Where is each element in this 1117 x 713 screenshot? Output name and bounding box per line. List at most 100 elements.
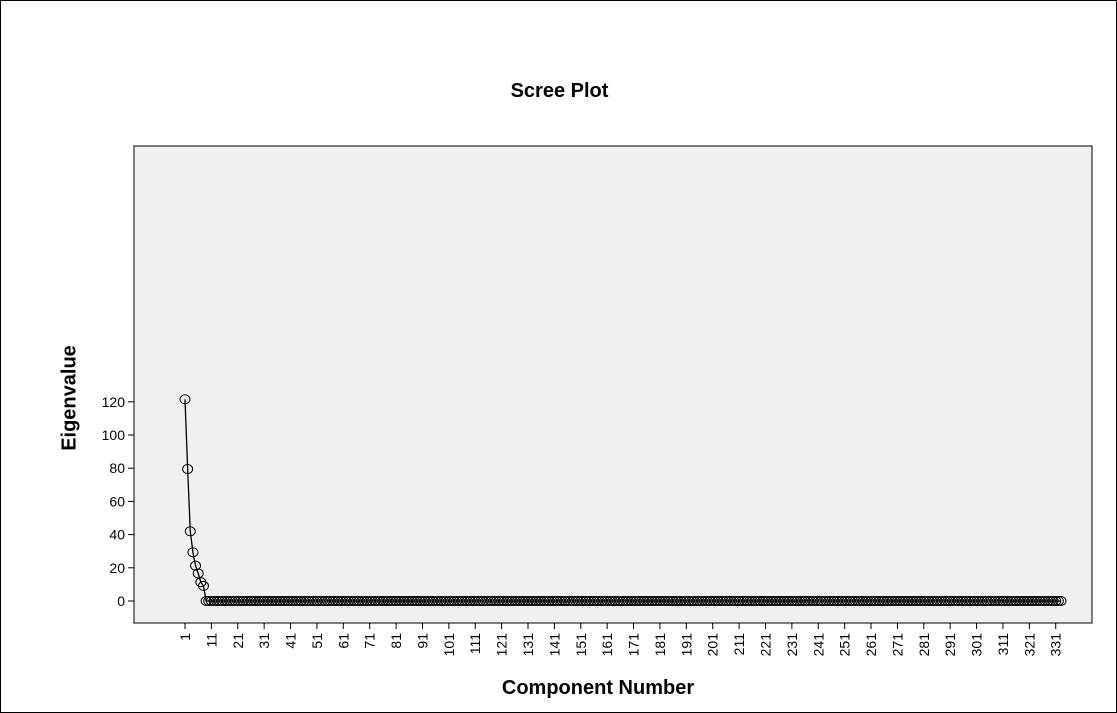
data-point-marker <box>482 596 494 606</box>
data-point-marker <box>570 596 582 606</box>
data-point-marker <box>253 596 265 606</box>
data-point-marker <box>947 596 959 606</box>
data-point-marker <box>501 596 513 606</box>
data-point-marker <box>353 596 365 606</box>
data-point-marker <box>1008 596 1020 606</box>
x-tick-label: 231 <box>784 633 800 657</box>
data-point-marker <box>572 596 584 606</box>
y-tick-label: 40 <box>109 527 125 543</box>
data-point-marker <box>810 596 822 606</box>
data-point-marker <box>440 596 452 606</box>
data-point-marker <box>649 596 661 606</box>
data-point-marker <box>688 596 700 606</box>
data-point-marker <box>957 596 969 606</box>
data-point-marker <box>707 596 719 606</box>
x-axis: 1 11 21 31 41 51 61 71 81 91 101 111 121 131 141 151 161… <box>177 623 1064 656</box>
data-point-marker <box>345 596 357 606</box>
data-point-marker <box>878 596 890 606</box>
data-point-marker <box>823 596 835 606</box>
data-point-marker <box>269 596 281 606</box>
x-tick-label: 271 <box>889 633 905 657</box>
data-point-marker <box>472 596 484 606</box>
data-point-marker <box>664 596 676 606</box>
data-point-marker <box>448 596 460 606</box>
data-point-marker <box>395 596 407 606</box>
data-point-marker <box>984 596 996 606</box>
data-point-marker <box>416 596 428 606</box>
data-point-marker <box>387 596 399 606</box>
data-point-marker <box>923 596 935 606</box>
data-point-marker <box>327 596 339 606</box>
data-point-marker <box>617 596 629 606</box>
data-point-marker <box>1031 596 1043 606</box>
data-point-marker <box>271 596 283 606</box>
data-point-marker <box>285 596 297 606</box>
data-point-marker <box>841 596 853 606</box>
data-point-marker <box>931 596 943 606</box>
data-point-marker <box>992 596 1004 606</box>
data-point-marker <box>1018 596 1030 606</box>
data-point-marker <box>277 596 289 606</box>
data-point-marker <box>540 596 552 606</box>
data-point-marker <box>1023 596 1035 606</box>
data-point-marker <box>290 596 302 606</box>
data-point-marker <box>279 596 291 606</box>
data-point-marker <box>601 596 613 606</box>
data-point-marker <box>799 596 811 606</box>
data-point-marker <box>709 596 721 606</box>
data-point-marker <box>393 596 405 606</box>
data-point-marker <box>390 596 402 606</box>
data-point-marker <box>224 596 236 606</box>
data-point-marker <box>915 596 927 606</box>
data-point-marker <box>683 596 695 606</box>
data-point-marker <box>973 596 985 606</box>
data-point-marker <box>406 596 418 606</box>
data-point-marker <box>986 596 998 606</box>
data-point-marker <box>551 596 563 606</box>
data-point-marker <box>240 596 252 606</box>
data-point-marker <box>343 596 355 606</box>
data-point-marker <box>1044 596 1056 606</box>
x-tick-label: 21 <box>230 633 246 649</box>
data-point-marker <box>221 596 233 606</box>
data-point-marker <box>1002 596 1014 606</box>
data-point-marker <box>303 596 315 606</box>
data-point-marker <box>314 596 326 606</box>
data-point-marker <box>844 596 856 606</box>
data-point-marker <box>907 596 919 606</box>
data-point-marker <box>712 596 724 606</box>
x-tick-label: 311 <box>995 633 1011 656</box>
data-point-marker <box>340 596 352 606</box>
data-point-marker <box>432 596 444 606</box>
x-tick-label: 151 <box>573 633 589 657</box>
data-point-marker <box>211 596 223 606</box>
data-point-marker <box>978 596 990 606</box>
data-point-marker <box>802 596 814 606</box>
data-point-marker <box>564 596 576 606</box>
data-point-marker <box>519 596 531 606</box>
data-point-marker <box>678 596 690 606</box>
data-point-marker <box>717 596 729 606</box>
data-point-marker <box>488 596 500 606</box>
data-point-marker <box>316 596 328 606</box>
y-tick-label: 120 <box>102 394 126 410</box>
data-point-marker <box>559 596 571 606</box>
data-point-marker <box>1010 596 1022 606</box>
data-point-marker <box>593 596 605 606</box>
data-point-marker <box>250 596 262 606</box>
data-point-marker <box>385 596 397 606</box>
x-tick-label: 331 <box>1048 633 1064 657</box>
data-point-marker <box>599 596 611 606</box>
x-tick-label: 191 <box>678 633 694 657</box>
data-point-marker <box>596 596 608 606</box>
data-point-marker <box>606 596 618 606</box>
data-point-marker <box>493 596 505 606</box>
data-point-marker <box>358 596 370 606</box>
data-point-marker <box>635 596 647 606</box>
x-tick-label: 201 <box>705 633 721 657</box>
data-point-marker <box>1005 596 1017 606</box>
data-point-marker <box>261 596 273 606</box>
data-point-marker <box>567 596 579 606</box>
x-tick-label: 71 <box>362 633 378 649</box>
data-point-marker <box>625 596 637 606</box>
